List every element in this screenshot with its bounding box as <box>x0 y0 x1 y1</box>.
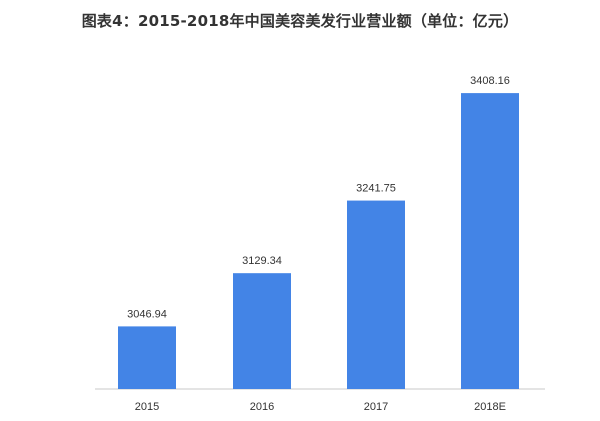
data-label-2018E: 3408.16 <box>470 75 510 87</box>
bars-group <box>118 93 519 389</box>
bar-2015 <box>118 326 176 389</box>
x-tick-label-2018E: 2018E <box>474 401 506 413</box>
x-tick-label-2016: 2016 <box>250 401 274 413</box>
x-tick-label-2015: 2015 <box>135 401 159 413</box>
labels-group: 3046.94 2015 3129.34 2016 3241.75 2017 3408.16… <box>127 75 510 413</box>
chart-title: 图表4：2015-2018年中国美容美发行业营业额（单位：亿元） <box>81 12 519 30</box>
data-label-2016: 3129.34 <box>242 255 282 267</box>
bar-2017 <box>347 200 405 389</box>
x-tick-label-2017: 2017 <box>364 401 388 413</box>
bar-2016 <box>233 273 291 389</box>
data-label-2017: 3241.75 <box>356 183 396 195</box>
data-label-2015: 3046.94 <box>127 308 167 320</box>
bar-2018E <box>461 93 519 389</box>
